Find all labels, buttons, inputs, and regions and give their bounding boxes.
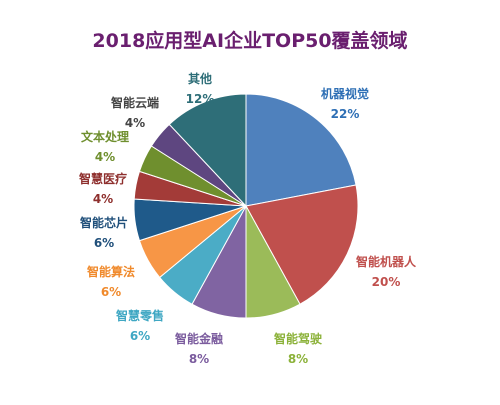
slice-value-5: 6% [130,329,150,343]
slice-value-11: 12% [186,92,215,106]
slice-label-8: 智慧医疗 [78,171,127,186]
slice-label-10: 智能云端 [110,95,159,110]
slice-label-2: 智能机器人 [355,254,417,269]
chart-title: 2018应用型AI企业TOP50覆盖领域 [92,30,408,52]
slice-label-5: 智慧零售 [115,308,164,323]
slice-value-9: 4% [95,150,115,164]
pie-slice-1 [245,93,357,207]
slice-value-4: 8% [189,352,209,366]
slice-label-4: 智能金融 [174,331,223,346]
slice-label-3: 智能驾驶 [273,331,322,346]
slice-value-6: 6% [101,285,121,299]
pie-slice-11 [168,93,247,208]
slice-value-10: 4% [125,116,145,130]
slice-label-9: 文本处理 [81,129,129,144]
slice-label-1: 机器视觉 [321,86,369,101]
slice-label-6: 智能算法 [86,264,135,279]
slice-label-11: 其他 [188,71,212,86]
slice-value-1: 22% [331,107,360,121]
slice-value-8: 4% [93,192,113,206]
pie-slice-2 [245,184,359,305]
slice-value-3: 8% [288,352,308,366]
slice-value-7: 6% [94,236,114,250]
slice-value-2: 20% [372,275,401,289]
slice-label-7: 智能芯片 [79,215,128,230]
